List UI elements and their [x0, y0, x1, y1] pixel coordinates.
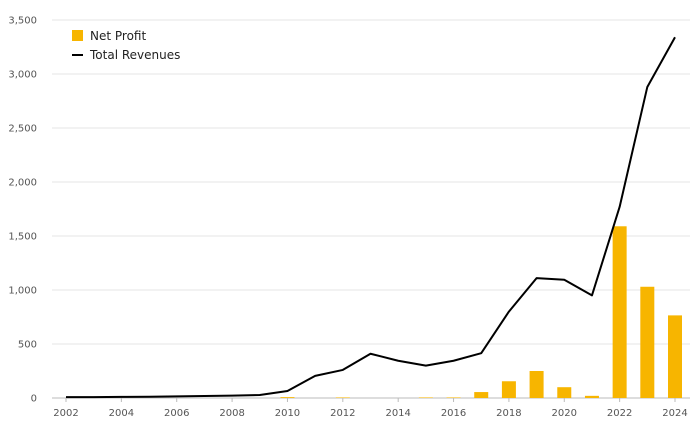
bar-net-profit: [640, 286, 655, 398]
y-tick-label: 1,500: [8, 232, 37, 243]
line-total-revenues: [66, 36, 676, 399]
y-tick-label: 1,000: [8, 286, 37, 297]
y-tick-label: 0: [31, 394, 37, 405]
x-tick-label: 2022: [607, 408, 632, 419]
x-tick-label: 2012: [330, 408, 355, 419]
y-tick-label: 2,000: [8, 178, 37, 189]
x-axis-ticks: 2002 2004 2006 2008 2010 2012 2014 2016 2018 2020…: [53, 398, 688, 419]
x-tick-label: 2008: [219, 408, 244, 419]
x-tick-label: 2020: [552, 408, 577, 419]
bar-net-profit: [668, 315, 682, 398]
x-tick-label: 2010: [275, 408, 300, 419]
bar-net-profit: [474, 392, 489, 398]
y-tick-label: 3,000: [8, 70, 37, 81]
legend: Net Profit Total Revenues: [72, 29, 180, 62]
legend-swatch-net-profit: [72, 30, 83, 41]
bar-net-profit: [280, 397, 295, 398]
y-tick-label: 2,500: [8, 124, 37, 135]
x-tick-label: 2024: [662, 408, 687, 419]
net-profit-bars: [280, 226, 682, 398]
y-tick-label: 500: [18, 340, 37, 351]
legend-label-total-revenues: Total Revenues: [89, 48, 180, 62]
x-tick-label: 2006: [164, 408, 189, 419]
bar-net-profit: [612, 226, 627, 398]
bar-net-profit: [335, 397, 350, 398]
total-revenues-line-group: [66, 36, 676, 399]
bar-net-profit: [418, 397, 433, 398]
bar-net-profit: [529, 371, 544, 398]
y-axis-ticks: 0 500 1,000 1,500 2,000 2,500 3,000 3,500: [8, 16, 37, 405]
x-tick-label: 2002: [53, 408, 78, 419]
bar-net-profit: [584, 395, 599, 398]
legend-label-net-profit: Net Profit: [90, 29, 146, 43]
y-tick-label: 3,500: [8, 16, 37, 27]
bar-net-profit: [446, 397, 461, 398]
grid-lines: [52, 19, 690, 399]
x-tick-label: 2004: [109, 408, 134, 419]
bar-net-profit: [501, 381, 516, 398]
x-tick-label: 2016: [441, 408, 466, 419]
bar-net-profit: [557, 387, 572, 398]
x-tick-label: 2018: [496, 408, 521, 419]
x-tick-label: 2014: [385, 408, 410, 419]
